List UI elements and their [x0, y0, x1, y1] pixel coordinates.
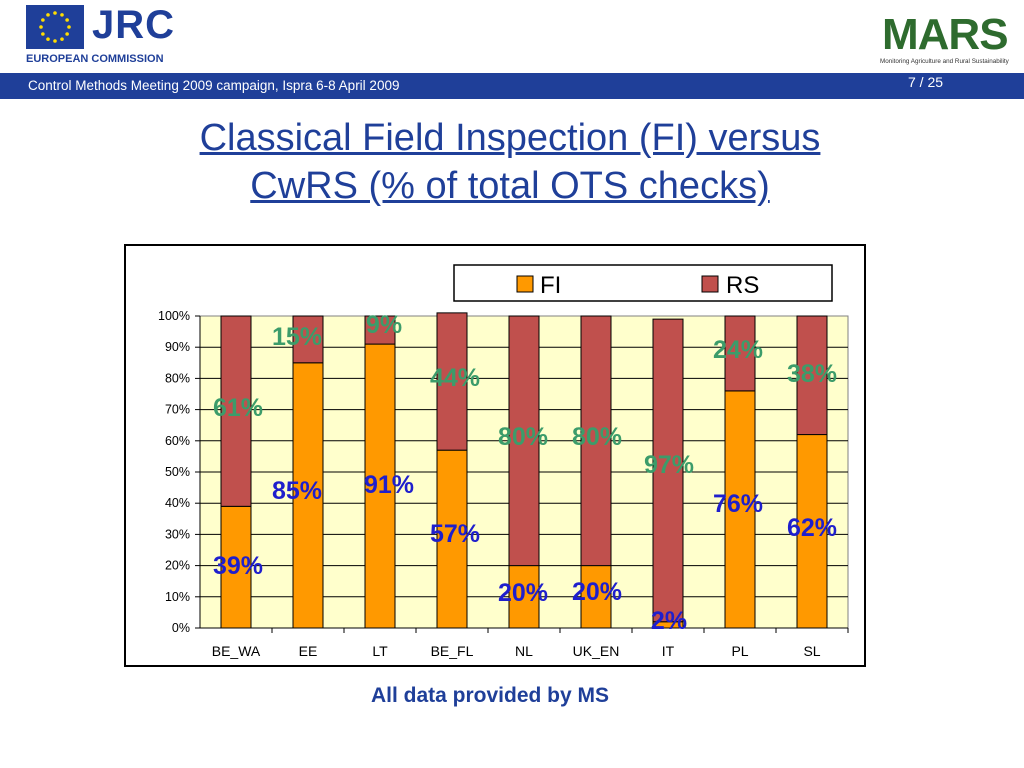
- jrc-logo-text: JRC: [92, 3, 176, 47]
- eu-star-icon: [41, 18, 45, 22]
- page-number: 7 / 25: [908, 74, 944, 90]
- data-label-rs-ee: 15%: [272, 323, 322, 351]
- eu-star-icon: [67, 25, 71, 29]
- bar-rs-nl: [508, 315, 540, 567]
- slide-title-line-2: CwRS (% of total OTS checks): [250, 165, 770, 207]
- x-tick-label: IT: [662, 643, 675, 659]
- eu-star-icon: [65, 18, 69, 22]
- mars-logo: MARS Monitoring Agriculture and Rural Su…: [880, 8, 1009, 72]
- jrc-logo: JRC EUROPEAN COMMISSION: [26, 3, 174, 67]
- eu-star-icon: [46, 37, 50, 41]
- data-label-fi-ee: 85%: [272, 477, 322, 505]
- data-label-rs-be_wa: 61%: [213, 394, 263, 422]
- data-label-rs-nl: 80%: [498, 423, 548, 451]
- bar-fi-uk_en: [580, 565, 612, 629]
- x-tick-label: PL: [731, 643, 748, 659]
- x-tick-label: SL: [803, 643, 820, 659]
- data-label-fi-nl: 20%: [498, 579, 548, 607]
- x-tick-label: LT: [372, 643, 388, 659]
- organization-name: EUROPEAN COMMISSION: [26, 53, 164, 65]
- y-tick-label: 0%: [172, 621, 190, 635]
- data-label-fi-it: 2%: [651, 607, 687, 635]
- y-tick-label: 60%: [165, 434, 190, 448]
- data-label-rs-lt: 9%: [366, 311, 402, 339]
- bar-fi-be_wa: [220, 505, 252, 629]
- bar-rs-be_fl: [436, 312, 468, 451]
- bar-fi-sl: [796, 434, 828, 629]
- legend-label-fi: FI: [540, 272, 561, 299]
- y-tick-label: 40%: [165, 496, 190, 510]
- data-label-fi-lt: 91%: [364, 471, 414, 499]
- y-tick-label: 50%: [165, 465, 190, 479]
- data-label-fi-sl: 62%: [787, 514, 837, 542]
- x-tick-label: NL: [515, 643, 533, 659]
- bar-fi-be_fl: [436, 449, 468, 629]
- x-tick-label: BE_WA: [212, 643, 261, 659]
- eu-star-icon: [46, 13, 50, 17]
- footnote: All data provided by MS: [370, 684, 610, 707]
- slide-title: Classical Field Inspection (FI) versus C…: [60, 114, 960, 210]
- bar-fi-pl: [724, 390, 756, 629]
- bar-rs-lt: [364, 315, 396, 345]
- eu-star-icon: [41, 32, 45, 36]
- eu-star-icon: [53, 11, 57, 15]
- bar-rs-pl: [724, 315, 756, 392]
- bar-fi-lt: [364, 343, 396, 629]
- bar-rs-uk_en: [580, 315, 612, 567]
- y-tick-label: 70%: [165, 403, 190, 417]
- eu-star-icon: [60, 13, 64, 17]
- chart-svg: 0% 10% 20% 30% 40% 50% 60% 70% 80% 90% 100% BE_WA EE…: [124, 244, 866, 667]
- eu-star-icon: [39, 25, 43, 29]
- legend-label-rs: RS: [726, 272, 759, 299]
- x-tick-label: EE: [299, 643, 318, 659]
- y-tick-label: 20%: [165, 559, 190, 573]
- y-tick-label: 80%: [165, 371, 190, 385]
- stacked-bar-chart: 0% 10% 20% 30% 40% 50% 60% 70% 80% 90% 100% BE_WA EE…: [124, 244, 866, 667]
- bar-rs-sl: [796, 315, 828, 436]
- data-label-rs-sl: 38%: [787, 360, 837, 388]
- bar-rs-ee: [292, 315, 324, 364]
- data-label-rs-pl: 24%: [713, 336, 763, 364]
- data-label-fi-be_fl: 57%: [430, 520, 480, 548]
- bar-fi-ee: [292, 362, 324, 629]
- legend-swatch-fi: [516, 275, 534, 293]
- y-tick-label: 30%: [165, 527, 190, 541]
- bar-rs-be_wa: [220, 315, 252, 507]
- data-label-fi-be_wa: 39%: [213, 552, 263, 580]
- y-tick-label: 10%: [165, 590, 190, 604]
- meeting-caption: Control Methods Meeting 2009 campaign, I…: [28, 78, 400, 93]
- eu-star-icon: [65, 32, 69, 36]
- slide-title-line-1: Classical Field Inspection (FI) versus: [199, 117, 821, 159]
- x-tick-label: BE_FL: [431, 643, 474, 659]
- eu-star-icon: [53, 39, 57, 43]
- eu-flag-icon: [26, 5, 84, 49]
- y-tick-label: 90%: [165, 340, 190, 354]
- data-label-fi-uk_en: 20%: [572, 578, 622, 606]
- eu-star-icon: [60, 37, 64, 41]
- mars-logo-subtitle: Monitoring Agriculture and Rural Sustain…: [880, 58, 1009, 65]
- x-tick-label: UK_EN: [573, 643, 620, 659]
- y-tick-label: 100%: [158, 309, 190, 323]
- bar-rs-it: [652, 318, 684, 623]
- mars-logo-text: MARS: [882, 10, 1009, 59]
- data-label-rs-be_fl: 44%: [430, 364, 480, 392]
- data-label-rs-uk_en: 80%: [572, 423, 622, 451]
- bar-fi-nl: [508, 565, 540, 629]
- legend-swatch-rs: [701, 275, 719, 293]
- data-label-rs-it: 97%: [644, 451, 694, 479]
- header-band: Control Methods Meeting 2009 campaign, I…: [0, 73, 1024, 99]
- data-label-fi-pl: 76%: [713, 490, 763, 518]
- legend-box: [453, 264, 833, 302]
